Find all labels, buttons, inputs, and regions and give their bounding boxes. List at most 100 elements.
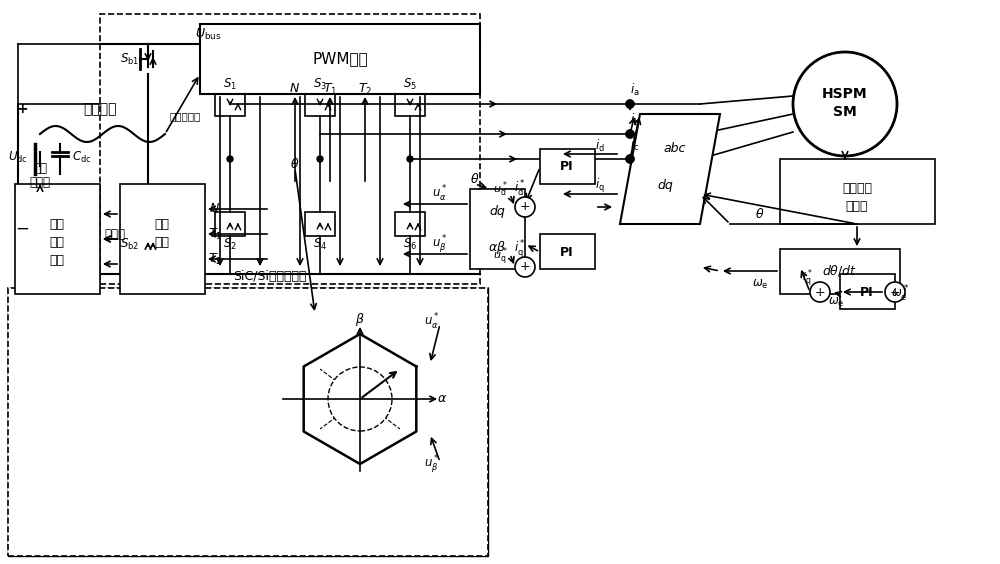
Text: $i_{\rm b}$: $i_{\rm b}$: [630, 112, 640, 128]
Bar: [395, 92, 425, 116]
Circle shape: [626, 100, 634, 108]
Text: $i_{\rm d}^*$: $i_{\rm d}^*$: [514, 179, 526, 199]
Text: +: +: [16, 102, 28, 116]
Text: $\beta$: $\beta$: [355, 311, 365, 328]
Text: PI: PI: [860, 285, 874, 298]
Bar: [840, 274, 895, 309]
Text: HSPM: HSPM: [822, 87, 868, 101]
Text: abc: abc: [664, 143, 686, 156]
Bar: [8, 288, 488, 556]
Circle shape: [227, 156, 233, 162]
Text: $N$: $N$: [209, 202, 221, 215]
Text: +: +: [520, 200, 530, 214]
Text: $u_{\beta}^*$: $u_{\beta}^*$: [432, 233, 448, 255]
Text: 预测值: 预测值: [104, 227, 126, 240]
Text: $T_1$: $T_1$: [208, 227, 222, 241]
Bar: [540, 149, 595, 184]
Text: $\omega_{\rm e}^*$: $\omega_{\rm e}^*$: [891, 284, 909, 304]
Text: PI: PI: [560, 161, 574, 174]
Text: $i_{\rm q}^*$: $i_{\rm q}^*$: [514, 238, 526, 260]
Text: $i_{\rm c}$: $i_{\rm c}$: [630, 137, 640, 153]
Text: $u_{\alpha}^*$: $u_{\alpha}^*$: [424, 312, 440, 332]
Circle shape: [885, 282, 905, 302]
Circle shape: [515, 257, 535, 277]
Bar: [780, 249, 900, 294]
Text: $u_{\rm d}^*$: $u_{\rm d}^*$: [493, 179, 507, 199]
Text: $U_{\rm dc}$: $U_{\rm dc}$: [8, 149, 28, 165]
Text: SM: SM: [833, 105, 857, 119]
Text: 纹波: 纹波: [33, 162, 47, 175]
Text: $U_{\rm bus}$: $U_{\rm bus}$: [195, 27, 221, 42]
Bar: [395, 212, 425, 236]
Circle shape: [626, 130, 634, 138]
Bar: [215, 212, 245, 236]
Bar: [540, 234, 595, 269]
Text: $i_{\rm q}$: $i_{\rm q}$: [595, 177, 605, 195]
Circle shape: [328, 367, 392, 431]
Text: $u_{\rm q}^*$: $u_{\rm q}^*$: [493, 246, 507, 268]
Text: 载波: 载波: [50, 236, 64, 249]
Circle shape: [626, 100, 634, 108]
Text: $\alpha$: $\alpha$: [437, 393, 447, 406]
Circle shape: [515, 197, 535, 217]
Circle shape: [793, 52, 897, 156]
Text: $u_{\beta}^*$: $u_{\beta}^*$: [424, 453, 440, 475]
Text: $d\theta/dt$: $d\theta/dt$: [822, 263, 858, 279]
Text: dq: dq: [489, 205, 505, 218]
Text: $\theta$: $\theta$: [470, 172, 480, 186]
Text: 预测: 预测: [154, 236, 170, 249]
Text: $i_{\rm q}^*$: $i_{\rm q}^*$: [802, 268, 814, 290]
Text: $C_{\rm dc}$: $C_{\rm dc}$: [72, 149, 91, 165]
Text: $\alpha\beta$: $\alpha\beta$: [488, 239, 506, 255]
Bar: [200, 24, 480, 94]
Text: $\omega_{\rm e}$: $\omega_{\rm e}$: [828, 296, 844, 309]
Text: PWM生成: PWM生成: [312, 51, 368, 67]
Text: $\theta$: $\theta$: [290, 157, 300, 171]
Text: $\theta$: $\theta$: [755, 207, 765, 221]
Circle shape: [407, 156, 413, 162]
Text: 载波周期值: 载波周期值: [169, 111, 201, 121]
Bar: [15, 184, 100, 294]
Text: $u_{\alpha}^*$: $u_{\alpha}^*$: [432, 184, 448, 204]
Bar: [120, 184, 205, 294]
Text: −: −: [15, 220, 29, 238]
Text: $S_{\rm b2}$: $S_{\rm b2}$: [120, 236, 140, 252]
Circle shape: [626, 155, 634, 163]
Text: +: +: [815, 285, 825, 298]
Text: dq: dq: [657, 179, 673, 192]
Text: $S_6$: $S_6$: [403, 236, 417, 252]
Circle shape: [626, 130, 634, 138]
Text: $T_1$: $T_1$: [323, 81, 337, 96]
Text: SiC/Si混合逆变器: SiC/Si混合逆变器: [233, 270, 307, 283]
Text: $i_{\rm a}$: $i_{\rm a}$: [630, 82, 640, 98]
Text: 转子位置: 转子位置: [842, 183, 872, 196]
Text: $S_1$: $S_1$: [223, 77, 237, 91]
Text: +: +: [890, 285, 900, 298]
Text: $T_2$: $T_2$: [358, 81, 372, 96]
Text: 变频: 变频: [50, 218, 64, 231]
Bar: [470, 189, 525, 269]
Bar: [100, 14, 480, 284]
Text: $N$: $N$: [289, 82, 301, 95]
Text: $S_4$: $S_4$: [313, 236, 327, 252]
Text: $i_{\rm d}$: $i_{\rm d}$: [595, 138, 605, 154]
Text: 生成: 生成: [50, 253, 64, 267]
Bar: [8, 288, 488, 556]
Circle shape: [626, 155, 634, 163]
Text: PI: PI: [560, 245, 574, 258]
Text: +: +: [520, 261, 530, 274]
Text: $S_2$: $S_2$: [223, 236, 237, 252]
Text: 纹波: 纹波: [154, 218, 170, 231]
Text: $\omega_{\rm e}$: $\omega_{\rm e}$: [752, 277, 768, 290]
Circle shape: [317, 156, 323, 162]
Text: 给定值: 给定值: [30, 175, 50, 188]
Text: 传感器: 传感器: [846, 200, 868, 213]
Circle shape: [810, 282, 830, 302]
Text: $S_{\rm b1}$: $S_{\rm b1}$: [120, 51, 140, 67]
Bar: [305, 212, 335, 236]
Text: $T_2$: $T_2$: [208, 252, 222, 267]
Bar: [780, 159, 935, 224]
Bar: [305, 92, 335, 116]
Text: $S_5$: $S_5$: [403, 77, 417, 91]
Bar: [215, 92, 245, 116]
